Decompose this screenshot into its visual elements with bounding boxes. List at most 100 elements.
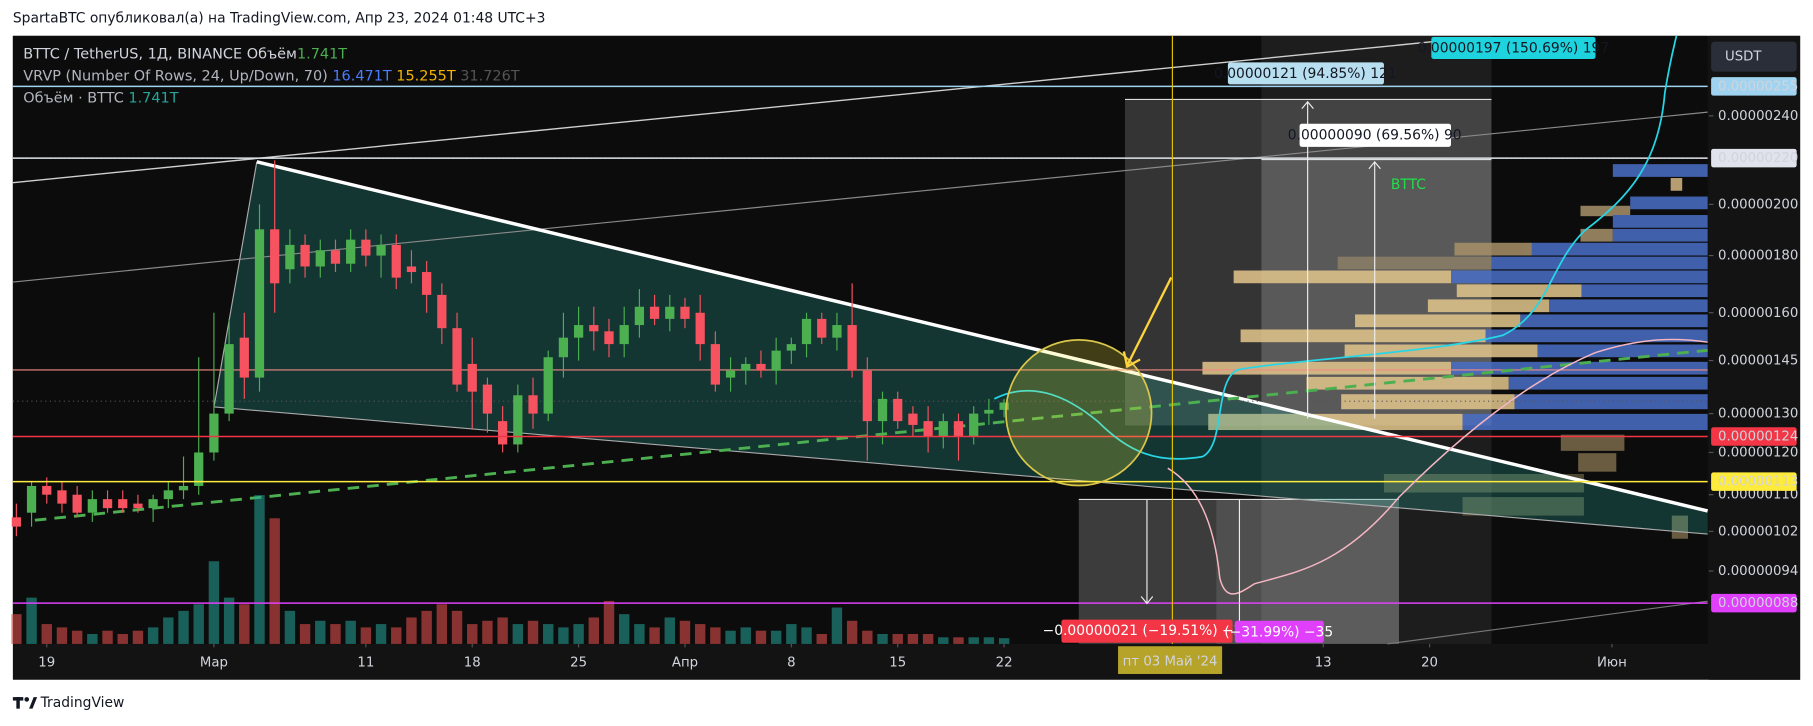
candle-body	[953, 421, 964, 437]
candle-body	[361, 239, 371, 256]
candle-body	[999, 402, 1009, 410]
candle-body	[695, 312, 705, 345]
volume-bar	[451, 610, 463, 644]
candle-body	[452, 328, 462, 385]
candle-body	[254, 229, 265, 378]
volume-bar	[299, 624, 311, 644]
volume-bar	[87, 634, 98, 644]
x-tick-label: 25	[570, 655, 587, 670]
cursor-date-box	[1118, 646, 1223, 674]
volume-bar	[755, 630, 767, 644]
candle-body	[756, 363, 766, 371]
volume-bar	[254, 495, 265, 644]
candle-body	[847, 325, 857, 371]
currency-button[interactable]	[1711, 41, 1797, 72]
annotation-box	[1061, 619, 1233, 643]
candle-body	[877, 398, 888, 422]
candle-body	[467, 363, 477, 392]
wedge-edge	[213, 406, 1708, 535]
candle-body	[133, 503, 143, 509]
candle-body	[908, 413, 918, 425]
level-layer	[12, 85, 1708, 604]
volume-bar	[588, 617, 600, 644]
volume-bar	[117, 634, 128, 644]
price-level-label: 0.00000255	[1718, 79, 1798, 94]
legend-vrvp-down: 15.255T	[396, 68, 456, 84]
axis-layer: 0.00000240 0.00000200 0.00000180 0.00000160…	[38, 77, 1798, 670]
candle-body	[649, 306, 660, 319]
legend-vrvp-total: 31.726T	[460, 68, 520, 84]
x-tick-label: Апр	[672, 655, 698, 670]
legend-symbol: BTTC / TetherUS, 1Д, BINANCE	[23, 46, 242, 62]
volume-bar	[770, 630, 782, 644]
candle-body	[87, 499, 97, 513]
y-tick-label: 0.00000200	[1718, 197, 1798, 212]
volume-bar	[558, 627, 569, 644]
candle-body	[771, 350, 781, 371]
annotation-box	[1227, 62, 1384, 85]
candle-body	[422, 272, 432, 295]
candle-body	[513, 395, 523, 445]
candle-body	[300, 244, 310, 267]
annotation: 0.00000121 (94.85%) 121	[1214, 66, 1397, 82]
volume-bar	[877, 634, 888, 644]
highlight-circle	[1005, 339, 1153, 487]
volume-bar	[664, 617, 675, 644]
price-level-tag	[1711, 593, 1797, 613]
price-level-label: 0.00000113	[1718, 475, 1798, 490]
volume-profile	[1202, 164, 1708, 539]
annotation-box	[1431, 36, 1596, 59]
x-tick-label: 19	[38, 655, 55, 670]
currency[interactable]: USDT	[1725, 50, 1762, 65]
candle-body	[634, 306, 645, 326]
cursor-date: пт 03 Май '24	[1123, 654, 1218, 669]
candle-body	[665, 306, 675, 319]
volume-bar	[922, 634, 934, 644]
candle-body	[270, 229, 280, 284]
annotation: 0.00000197 (150.69%) 197	[1418, 41, 1610, 57]
volume-bar	[178, 610, 189, 644]
candle-body	[498, 421, 508, 445]
y-tick-label: 0.00000094	[1718, 564, 1798, 579]
volume-bar	[497, 617, 508, 644]
volume-bar	[56, 627, 68, 644]
candle-body	[224, 344, 234, 414]
annotation: 0.00000090 (69.56%) 90	[1288, 127, 1462, 143]
volume-bar	[345, 620, 356, 644]
pink-curve	[1167, 338, 1708, 595]
y-tick-label: 0.00000110	[1718, 488, 1798, 503]
x-tick-label: Мар	[200, 655, 228, 670]
volume-bar	[846, 620, 858, 644]
candle-body	[239, 337, 249, 378]
candle-body	[118, 499, 128, 509]
volume-bar	[391, 627, 402, 644]
volume-bar	[436, 604, 448, 644]
price-level-label: 0.00000220	[1718, 151, 1798, 166]
candle-body	[938, 421, 948, 437]
candle-body	[406, 266, 417, 273]
cyan-curve	[993, 35, 1678, 460]
volume-bar	[740, 627, 751, 644]
x-tick-label: 13	[1315, 655, 1332, 670]
volume-bar	[467, 624, 478, 644]
volume-bar	[163, 617, 174, 644]
x-tick-label: 11	[357, 655, 374, 670]
candle-body	[604, 331, 614, 345]
footer-brand: TradingView	[40, 695, 125, 711]
ticker-text: BTTC	[1391, 177, 1426, 193]
candle-body	[528, 395, 538, 414]
annotation-box	[1234, 620, 1324, 643]
price-level-tag	[1711, 77, 1797, 96]
volume-bar	[725, 630, 736, 644]
price-level-tag	[1711, 427, 1797, 446]
candle-body	[786, 344, 796, 351]
candle-body	[102, 499, 113, 509]
measure-arrows	[1140, 100, 1381, 625]
volume-bar	[102, 630, 113, 644]
footer-logo	[12, 697, 38, 709]
volume-bar	[11, 614, 22, 644]
candle-body	[832, 325, 842, 338]
candle-body	[893, 398, 903, 422]
candle-body	[391, 244, 401, 278]
x-tick-label: 8	[787, 655, 795, 670]
